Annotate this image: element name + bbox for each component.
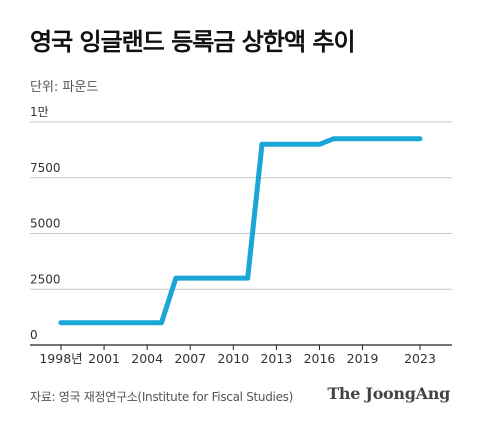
x-tick-label: 2023 xyxy=(404,351,436,366)
y-tick-label: 2500 xyxy=(30,272,61,286)
y-tick-label: 7500 xyxy=(30,161,61,175)
x-tick-label: 1998년 xyxy=(39,351,82,366)
y-tick-label: 1만 xyxy=(30,105,49,119)
x-tick-label: 2007 xyxy=(174,351,206,366)
brand-logo: The JoongAng xyxy=(327,384,450,403)
x-tick-label: 2016 xyxy=(304,351,336,366)
x-tick-label: 2004 xyxy=(131,351,163,366)
source-note: 자료: 영국 재정연구소(Institute for Fiscal Studie… xyxy=(30,390,293,404)
x-tick-label: 2010 xyxy=(217,351,249,366)
x-tick-label: 2013 xyxy=(260,351,292,366)
x-tick-label: 2001 xyxy=(88,351,120,366)
y-tick-label: 5000 xyxy=(30,217,61,231)
y-tick-label: 0 xyxy=(30,328,38,342)
series-line-tuition-cap xyxy=(58,136,423,326)
chart-title: 영국 잉글랜드 등록금 상한액 추이 xyxy=(30,28,356,56)
x-tick-label: 2019 xyxy=(347,351,379,366)
unit-label: 단위: 파운드 xyxy=(30,80,99,95)
